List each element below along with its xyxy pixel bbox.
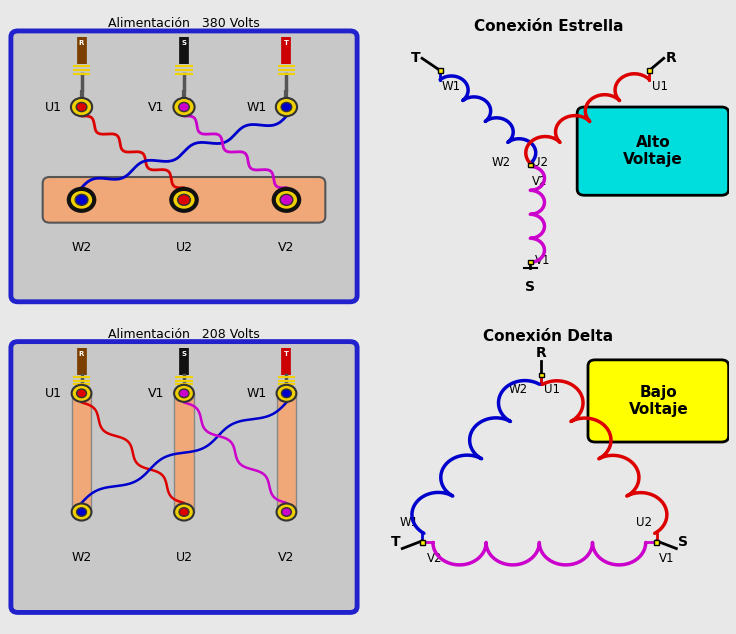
Circle shape bbox=[277, 385, 297, 402]
Text: V1: V1 bbox=[148, 101, 165, 113]
Text: W1: W1 bbox=[247, 387, 267, 400]
Text: V1: V1 bbox=[534, 254, 550, 267]
Text: R: R bbox=[79, 40, 84, 46]
Text: Conexión Estrella: Conexión Estrella bbox=[473, 19, 623, 34]
Text: W1: W1 bbox=[247, 101, 267, 113]
Bar bbox=[654, 540, 659, 545]
Text: T: T bbox=[284, 40, 289, 46]
Text: S: S bbox=[182, 40, 186, 46]
Bar bbox=[277, 393, 297, 512]
Circle shape bbox=[281, 508, 291, 516]
Circle shape bbox=[174, 98, 194, 116]
Circle shape bbox=[179, 103, 189, 112]
Text: V1: V1 bbox=[659, 552, 675, 565]
Circle shape bbox=[281, 389, 291, 398]
Circle shape bbox=[71, 98, 92, 116]
Text: U2: U2 bbox=[636, 515, 652, 529]
FancyBboxPatch shape bbox=[588, 360, 729, 442]
Circle shape bbox=[274, 189, 299, 210]
Text: V2: V2 bbox=[278, 551, 294, 564]
Text: U1: U1 bbox=[544, 383, 560, 396]
Text: Alimentación   208 Volts: Alimentación 208 Volts bbox=[108, 328, 260, 341]
Text: U2: U2 bbox=[175, 551, 193, 564]
Text: W2: W2 bbox=[71, 240, 92, 254]
Text: R: R bbox=[536, 346, 547, 360]
Circle shape bbox=[174, 503, 194, 521]
Text: W2: W2 bbox=[492, 156, 511, 169]
Text: U1: U1 bbox=[652, 80, 668, 93]
Bar bbox=[528, 163, 533, 167]
Bar bbox=[71, 393, 91, 512]
Text: S: S bbox=[526, 280, 535, 294]
Circle shape bbox=[280, 195, 293, 205]
Text: U2: U2 bbox=[175, 240, 193, 254]
Text: Alto
Voltaje: Alto Voltaje bbox=[623, 135, 683, 167]
Text: R: R bbox=[665, 51, 676, 65]
Text: V2: V2 bbox=[426, 552, 442, 565]
Text: Conexión Delta: Conexión Delta bbox=[484, 330, 613, 344]
Bar bbox=[420, 540, 425, 545]
FancyBboxPatch shape bbox=[11, 31, 357, 302]
Text: V2: V2 bbox=[278, 240, 294, 254]
Text: V1: V1 bbox=[148, 387, 165, 400]
Text: R: R bbox=[79, 351, 84, 357]
FancyBboxPatch shape bbox=[43, 177, 325, 223]
FancyBboxPatch shape bbox=[11, 342, 357, 612]
Circle shape bbox=[71, 385, 91, 402]
Text: T: T bbox=[411, 51, 420, 65]
Text: W1: W1 bbox=[442, 80, 461, 93]
Circle shape bbox=[277, 503, 297, 521]
Bar bbox=[528, 260, 533, 264]
Text: W2: W2 bbox=[509, 383, 528, 396]
Text: V2: V2 bbox=[532, 176, 548, 188]
Bar bbox=[539, 373, 544, 377]
Circle shape bbox=[281, 103, 291, 112]
Text: W1: W1 bbox=[400, 515, 419, 529]
Text: S: S bbox=[182, 351, 186, 357]
Circle shape bbox=[276, 98, 297, 116]
Text: Alimentación   380 Volts: Alimentación 380 Volts bbox=[108, 17, 260, 30]
Circle shape bbox=[179, 389, 189, 398]
Circle shape bbox=[75, 195, 88, 205]
Text: Bajo
Voltaje: Bajo Voltaje bbox=[629, 385, 688, 417]
Bar bbox=[438, 68, 442, 73]
Text: T: T bbox=[391, 536, 400, 550]
Circle shape bbox=[77, 103, 87, 112]
Circle shape bbox=[69, 189, 94, 210]
Circle shape bbox=[77, 389, 87, 398]
Circle shape bbox=[174, 385, 194, 402]
Bar bbox=[647, 68, 652, 73]
Circle shape bbox=[71, 503, 91, 521]
Text: U1: U1 bbox=[45, 101, 62, 113]
Circle shape bbox=[77, 508, 87, 516]
Text: U2: U2 bbox=[532, 156, 548, 169]
Text: W2: W2 bbox=[71, 551, 92, 564]
Text: S: S bbox=[678, 536, 688, 550]
Text: T: T bbox=[284, 351, 289, 357]
Circle shape bbox=[179, 508, 189, 516]
Bar bbox=[174, 393, 194, 512]
Circle shape bbox=[177, 195, 191, 205]
Circle shape bbox=[171, 189, 197, 210]
FancyBboxPatch shape bbox=[577, 107, 729, 195]
Text: U1: U1 bbox=[45, 387, 62, 400]
